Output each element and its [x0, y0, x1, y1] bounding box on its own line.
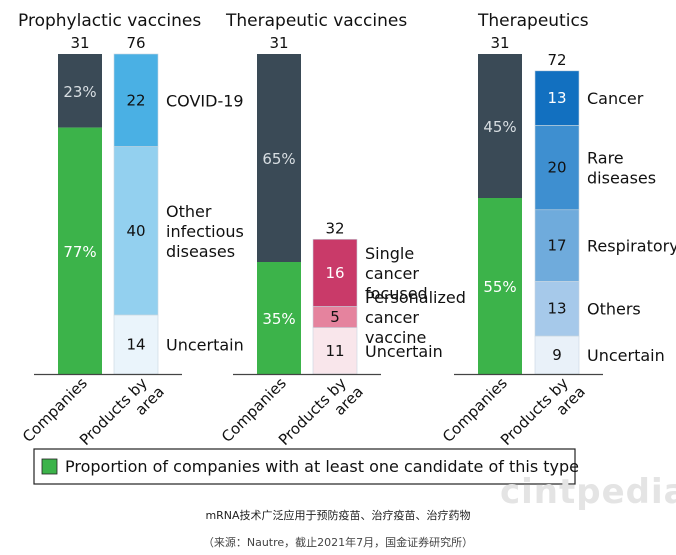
products-bar-segment: [312, 327, 358, 375]
x-label-products: Products byarea: [497, 370, 589, 462]
products-bar-segment: [113, 146, 159, 316]
companies-percent-label: 55%: [483, 278, 516, 296]
companies-bar-segment: [478, 198, 522, 374]
products-value-label: 16: [325, 264, 344, 282]
products-value-label: 11: [325, 342, 344, 360]
companies-bar-segment: [257, 54, 301, 262]
category-label: Personalized cancer vaccine: [365, 288, 466, 347]
category-label: Rare diseases: [587, 149, 656, 188]
legend-box: [33, 448, 576, 485]
category-label: Uncertain: [166, 336, 244, 355]
products-value-label: 5: [330, 308, 340, 326]
products-bar-segment: [312, 238, 358, 307]
products-bar-segment: [534, 281, 580, 337]
category-label: Others: [587, 300, 641, 319]
category-label: Uncertain: [587, 346, 665, 365]
category-label: COVID-19: [166, 91, 244, 110]
products-value-label: 13: [547, 300, 566, 318]
panel-title: Therapeutics: [477, 11, 589, 31]
companies-total: 31: [269, 34, 288, 52]
companies-bar-segment: [257, 262, 301, 374]
companies-total: 31: [70, 34, 89, 52]
panel-title: Therapeutic vaccines: [225, 11, 407, 31]
products-total: 72: [547, 51, 566, 69]
x-label-products: Products byarea: [275, 370, 367, 462]
category-label: Other infectious diseases: [166, 202, 244, 261]
x-label-products: Products byarea: [76, 370, 168, 462]
products-value-label: 9: [552, 346, 562, 364]
companies-percent-label: 77%: [63, 243, 96, 261]
category-label: Cancer: [587, 89, 644, 108]
products-bar-segment: [113, 314, 159, 375]
products-value-label: 22: [126, 91, 145, 109]
products-value-label: 13: [547, 89, 566, 107]
companies-bar-segment: [478, 54, 522, 198]
watermark: cintpedia: [500, 472, 676, 512]
chart: Prophylactic vaccines 31 23% 77% 76 22 COVID-1…: [18, 11, 676, 485]
legend-text: Proportion of companies with at least on…: [65, 457, 579, 476]
products-value-label: 14: [126, 336, 145, 354]
products-bar-segment: [534, 125, 580, 211]
companies-percent-label: 45%: [483, 118, 516, 136]
products-value-label: 40: [126, 222, 145, 240]
legend-swatch: [41, 458, 58, 475]
companies-percent-label: 35%: [262, 310, 295, 328]
companies-total: 31: [490, 34, 509, 52]
caption-title: mRNA技术广泛应用于预防疫苗、治疗疫苗、治疗药物: [205, 509, 471, 522]
products-bar-segment: [534, 70, 580, 126]
caption-source: （来源：Nautre，截止2021年7月，国金证券研究所）: [202, 536, 474, 549]
companies-percent-label: 65%: [262, 150, 295, 168]
category-label: Respiratory: [587, 237, 676, 256]
companies-percent-label: 23%: [63, 83, 96, 101]
products-total: 76: [126, 34, 145, 52]
companies-bar-segment: [58, 54, 102, 128]
category-label: Uncertain: [365, 342, 443, 361]
products-value-label: 20: [547, 159, 566, 177]
category-label: Single cancer focused: [365, 244, 428, 303]
panel-title: Prophylactic vaccines: [18, 11, 201, 31]
products-bar-segment: [534, 209, 580, 282]
companies-bar-segment: [58, 127, 102, 374]
products-value-label: 17: [547, 237, 566, 255]
products-total: 32: [325, 219, 344, 237]
products-bar-segment: [534, 335, 580, 375]
